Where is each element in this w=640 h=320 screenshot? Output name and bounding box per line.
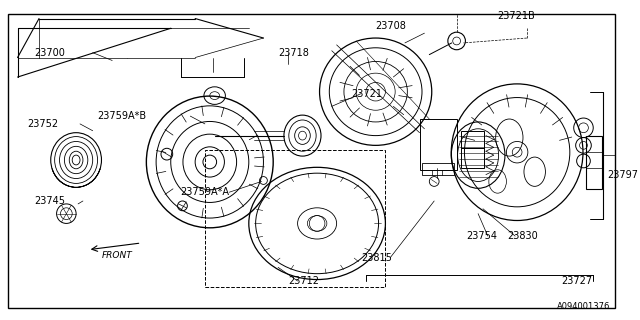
Bar xyxy=(422,163,454,175)
Bar xyxy=(205,150,385,287)
Bar xyxy=(420,119,456,170)
Text: 23718: 23718 xyxy=(278,48,309,58)
Text: 23797: 23797 xyxy=(607,170,638,180)
Text: 23754: 23754 xyxy=(467,231,497,241)
Text: 23712: 23712 xyxy=(288,276,319,286)
Bar xyxy=(461,131,484,148)
Text: 23727: 23727 xyxy=(561,276,592,286)
Text: A094001376: A094001376 xyxy=(556,302,610,311)
Text: 23721: 23721 xyxy=(351,89,382,99)
Text: 23721B: 23721B xyxy=(498,11,536,20)
Text: 23759A*A: 23759A*A xyxy=(180,187,230,197)
Text: 23815: 23815 xyxy=(361,252,392,263)
Text: 23830: 23830 xyxy=(508,231,538,241)
Text: 23745: 23745 xyxy=(34,196,65,206)
Bar xyxy=(586,136,602,189)
Text: FRONT: FRONT xyxy=(102,251,132,260)
Text: 23700: 23700 xyxy=(34,48,65,58)
Text: 23752: 23752 xyxy=(28,119,58,129)
Text: 23759A*B: 23759A*B xyxy=(97,111,147,121)
Text: 23708: 23708 xyxy=(376,21,406,31)
Bar xyxy=(461,148,484,168)
